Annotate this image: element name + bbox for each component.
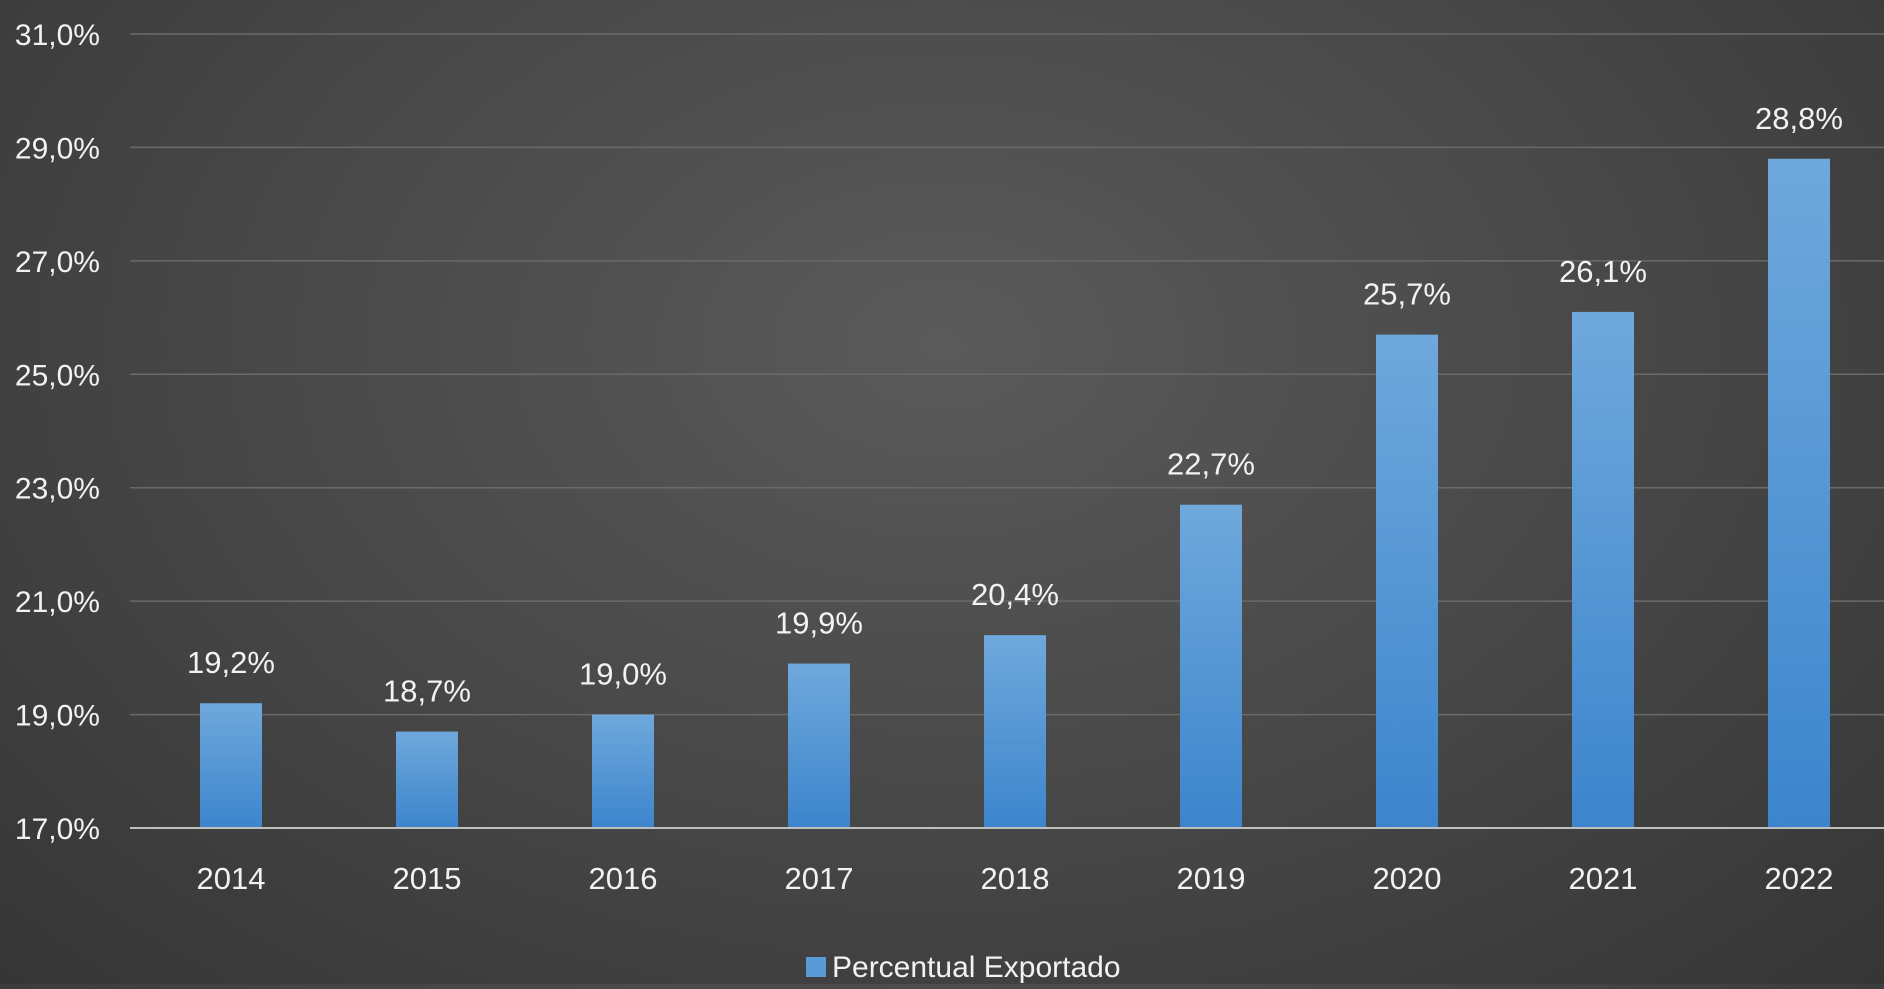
x-tick-label: 2016 [589,861,658,896]
bar [984,635,1046,828]
y-tick-label: 29,0% [15,132,100,165]
legend-label: Percentual Exportado [832,951,1121,984]
y-tick-label: 17,0% [15,813,100,846]
x-tick-label: 2021 [1569,861,1638,896]
data-label: 28,8% [1755,101,1843,136]
bar [396,731,458,828]
y-tick-label: 19,0% [15,700,100,733]
data-label: 19,2% [187,645,275,680]
x-axis-tick-labels: 2014 2015 2016 2017 2018 2019 2020 2021 2022 [197,861,1834,896]
data-label: 25,7% [1363,277,1451,312]
bar [1768,158,1830,828]
bar [788,663,850,828]
bar [1376,334,1438,828]
x-tick-label: 2019 [1177,861,1246,896]
x-tick-label: 2018 [981,861,1050,896]
data-label: 26,1% [1559,254,1647,289]
gridlines [130,33,1884,716]
x-tick-label: 2014 [197,861,266,896]
data-label: 18,7% [383,674,471,709]
y-tick-label: 21,0% [15,586,100,619]
y-tick-label: 31,0% [15,19,100,52]
bars [200,158,1830,828]
legend-swatch [806,957,826,977]
x-tick-label: 2020 [1373,861,1442,896]
y-tick-label: 23,0% [15,473,100,506]
data-label: 19,0% [579,657,667,692]
bar [592,714,654,828]
legend: Percentual Exportado [806,951,1121,984]
bar [1180,504,1242,828]
data-labels: 19,2% 18,7% 19,0% 19,9% 20,4% 22,7% 25,7% 26,1%… [187,101,1843,709]
bar [1572,311,1634,828]
x-tick-label: 2015 [393,861,462,896]
y-tick-label: 27,0% [15,246,100,279]
data-label: 22,7% [1167,447,1255,482]
bar [200,703,262,828]
x-tick-label: 2022 [1765,861,1834,896]
x-tick-label: 2017 [785,861,854,896]
y-tick-label: 25,0% [15,359,100,392]
data-label: 19,9% [775,606,863,641]
data-label: 20,4% [971,577,1059,612]
y-axis-tick-labels: 17,0% 19,0% 21,0% 23,0% 25,0% 27,0% 29,0% 31,0% [15,19,100,846]
